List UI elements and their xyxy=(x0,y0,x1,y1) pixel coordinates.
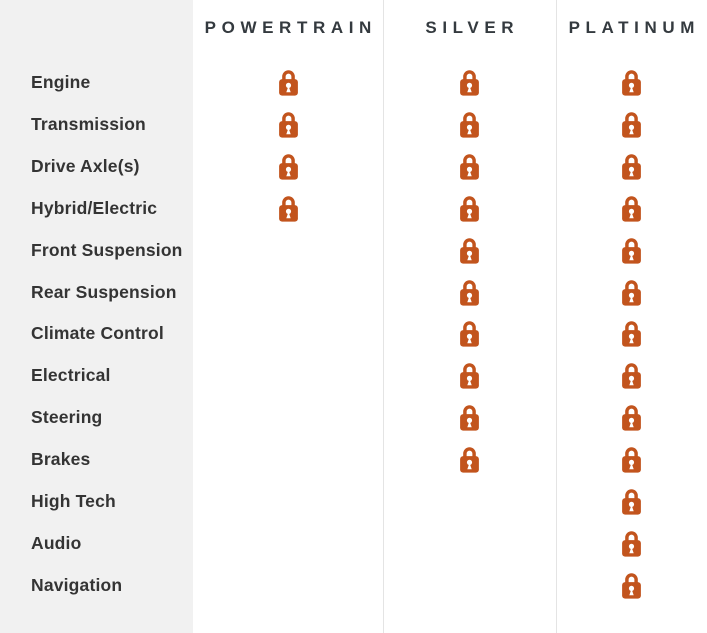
lock-icon xyxy=(460,196,479,222)
row-label: Rear Suspension xyxy=(31,281,177,302)
lock-icon xyxy=(278,70,298,97)
coverage-cell-platinum xyxy=(556,522,707,564)
lock-icon xyxy=(460,405,479,431)
coverage-cell-platinum xyxy=(556,229,707,271)
coverage-cell-platinum xyxy=(556,564,707,606)
coverage-cell-platinum xyxy=(556,104,707,146)
label-column-background xyxy=(0,0,193,633)
row-label: High Tech xyxy=(31,490,116,511)
lock-icon xyxy=(622,447,641,473)
coverage-cell-powertrain xyxy=(193,397,383,439)
coverage-cell-powertrain xyxy=(193,146,383,188)
row-label: Electrical xyxy=(31,365,111,386)
lock-icon xyxy=(622,405,641,431)
lock-icon xyxy=(622,363,641,389)
column-header-powertrain: POWERTRAIN xyxy=(204,17,377,37)
coverage-cell-powertrain xyxy=(193,313,383,355)
coverage-cell-silver xyxy=(383,397,556,439)
comparison-grid: POWERTRAIN SILVER PLATINUM Engine Transm… xyxy=(0,0,707,606)
lock-icon xyxy=(460,238,479,264)
coverage-cell-powertrain xyxy=(193,62,383,104)
lock-icon xyxy=(622,531,641,557)
column-header-platinum: PLATINUM xyxy=(568,17,701,37)
coverage-cell-powertrain xyxy=(193,480,383,522)
lock-icon xyxy=(622,112,641,138)
coverage-cell-silver xyxy=(383,271,556,313)
header-spacer xyxy=(0,0,193,62)
coverage-cell-silver xyxy=(383,146,556,188)
row-label: Brakes xyxy=(31,449,91,470)
coverage-cell-silver xyxy=(383,62,556,104)
coverage-cell-powertrain xyxy=(193,271,383,313)
coverage-cell-silver xyxy=(383,188,556,230)
coverage-cell-powertrain xyxy=(193,104,383,146)
lock-icon xyxy=(622,238,641,264)
coverage-cell-platinum xyxy=(556,397,707,439)
lock-icon xyxy=(460,321,479,348)
lock-icon xyxy=(622,70,641,97)
coverage-cell-platinum xyxy=(556,271,707,313)
lock-icon xyxy=(460,70,479,97)
column-divider xyxy=(383,0,384,633)
coverage-cell-powertrain xyxy=(193,564,383,606)
coverage-cell-silver xyxy=(383,480,556,522)
column-header-silver: SILVER xyxy=(425,17,520,37)
row-label: Front Suspension xyxy=(31,239,183,260)
lock-icon xyxy=(622,279,641,306)
lock-icon xyxy=(278,112,298,138)
lock-icon xyxy=(622,196,641,222)
coverage-cell-silver xyxy=(383,104,556,146)
row-label: Drive Axle(s) xyxy=(31,156,140,177)
lock-icon xyxy=(622,572,641,599)
coverage-cell-platinum xyxy=(556,480,707,522)
coverage-cell-silver xyxy=(383,313,556,355)
coverage-cell-platinum xyxy=(556,62,707,104)
coverage-cell-silver xyxy=(383,522,556,564)
lock-icon xyxy=(278,154,298,180)
lock-icon xyxy=(278,196,298,222)
lock-icon xyxy=(460,154,479,180)
row-label: Transmission xyxy=(31,114,146,135)
coverage-cell-platinum xyxy=(556,439,707,481)
row-label: Hybrid/Electric xyxy=(31,197,158,218)
coverage-cell-platinum xyxy=(556,188,707,230)
coverage-cell-powertrain xyxy=(193,355,383,397)
row-label: Audio xyxy=(31,532,82,553)
column-divider xyxy=(556,0,557,633)
coverage-cell-powertrain xyxy=(193,229,383,271)
coverage-cell-powertrain xyxy=(193,439,383,481)
lock-icon xyxy=(460,112,479,138)
lock-icon xyxy=(460,363,479,389)
lock-icon xyxy=(622,321,641,348)
row-label: Navigation xyxy=(31,574,123,595)
coverage-cell-platinum xyxy=(556,146,707,188)
lock-icon xyxy=(460,279,479,306)
coverage-cell-silver xyxy=(383,355,556,397)
row-label: Steering xyxy=(31,407,103,428)
coverage-cell-platinum xyxy=(556,355,707,397)
lock-icon xyxy=(460,447,479,473)
coverage-cell-silver xyxy=(383,229,556,271)
row-label: Climate Control xyxy=(31,323,164,344)
coverage-cell-powertrain xyxy=(193,188,383,230)
row-label: Engine xyxy=(31,72,91,93)
coverage-cell-platinum xyxy=(556,313,707,355)
lock-icon xyxy=(622,489,641,515)
lock-icon xyxy=(622,154,641,180)
coverage-cell-powertrain xyxy=(193,522,383,564)
coverage-cell-silver xyxy=(383,439,556,481)
coverage-cell-silver xyxy=(383,564,556,606)
